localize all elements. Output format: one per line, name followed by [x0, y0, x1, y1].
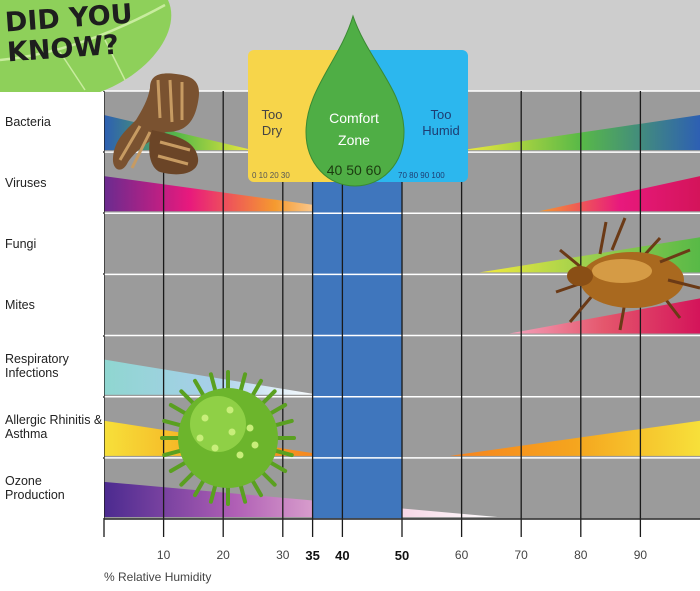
x-tick-label: 40 — [335, 548, 350, 563]
row-label: Viruses — [0, 153, 104, 213]
x-tick-label: 70 — [514, 548, 528, 562]
x-tick-label: 35 — [305, 548, 320, 563]
row-label: Allergic Rhinitis & Asthma — [0, 397, 104, 457]
too-humid-line1: Too — [430, 107, 452, 122]
water-drop-icon — [305, 14, 405, 187]
risk-wedge — [104, 176, 361, 212]
leaf-icon — [0, 0, 172, 101]
did-you-know-title: DID YOU KNOW? — [4, 0, 136, 68]
risk-wedge — [509, 298, 700, 334]
x-tick-label: 10 — [156, 548, 171, 562]
pollen-dot — [246, 424, 254, 432]
pollen-dot — [236, 451, 244, 459]
pollen-dot — [251, 441, 259, 449]
too-humid-scale: 70 80 90 100 — [398, 171, 445, 180]
pollen-dot — [201, 414, 209, 422]
risk-wedge — [449, 420, 700, 456]
x-tick-label: 60 — [454, 548, 469, 562]
mite-icon — [555, 217, 700, 331]
pollen-dot — [226, 406, 234, 414]
x-axis-label: % Relative Humidity — [104, 570, 212, 584]
row-label: Ozone Production — [0, 458, 104, 518]
pollen-dot — [196, 434, 204, 442]
pollen-dot — [211, 444, 219, 452]
x-tick-label: 30 — [276, 548, 290, 562]
comfort-line2: Zone — [338, 132, 370, 148]
row-label: Bacteria — [0, 92, 104, 152]
pollen-dot — [228, 428, 236, 436]
comfort-line1: Comfort — [329, 110, 379, 126]
bacteria-icon — [112, 73, 200, 175]
row-label: Mites — [0, 275, 104, 335]
risk-wedge — [104, 481, 498, 517]
x-tick-label: 90 — [633, 548, 648, 562]
row-label: Fungi — [0, 214, 104, 274]
too-dry-line2: Dry — [261, 123, 283, 138]
zone-header — [248, 14, 468, 187]
x-tick-label: 50 — [394, 548, 410, 563]
comfort-zone-scale: 40 50 60 — [326, 162, 382, 178]
x-tick-label: 80 — [574, 548, 588, 562]
too-humid-line2: Humid — [422, 123, 460, 138]
too-dry-scale: 0 10 20 30 — [252, 171, 290, 180]
too-dry-line1: Too — [261, 107, 283, 122]
comfort-zone-label: Comfort Zone — [315, 107, 393, 151]
pollen-icon — [160, 370, 296, 506]
x-tick-label: 20 — [216, 548, 230, 562]
too-humid-label: Too Humid — [418, 107, 464, 139]
too-dry-label: Too Dry — [250, 107, 294, 139]
risk-wedge — [539, 176, 700, 212]
row-label: Respiratory Infections — [0, 336, 104, 396]
